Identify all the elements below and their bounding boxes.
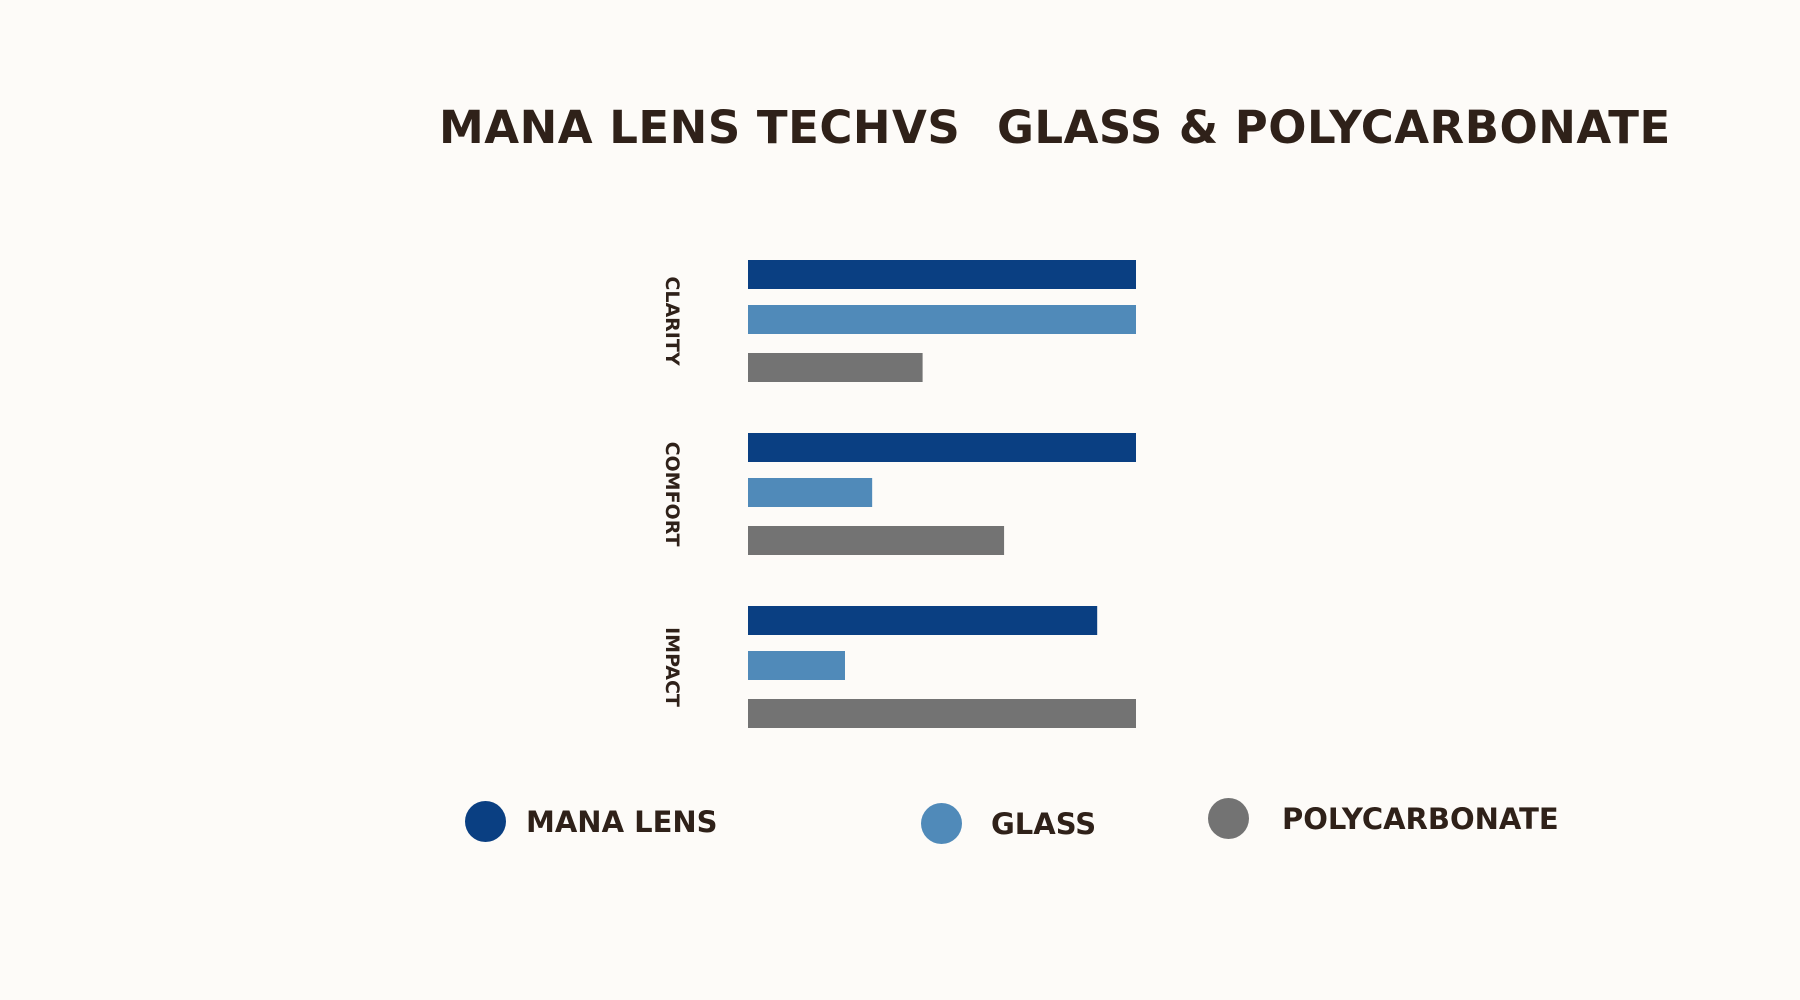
category-label-clarity: CLARITY [661, 276, 683, 365]
bar-clarity-glass [748, 305, 1136, 334]
category-label-impact: IMPACT [661, 627, 683, 707]
legend-item-polycarbonate: POLYCARBONATE [1208, 798, 1559, 839]
legend-label-glass: GLASS [991, 807, 1096, 841]
bar-clarity-mana-lens [748, 260, 1136, 289]
bar-comfort-glass [748, 478, 872, 507]
category-label-comfort: COMFORT [661, 442, 683, 547]
bar-impact-mana-lens [748, 606, 1097, 635]
legend-item-mana-lens: MANA LENS [465, 801, 718, 842]
bar-impact-polycarbonate [748, 699, 1136, 728]
bar-comfort-polycarbonate [748, 526, 1004, 555]
bar-impact-glass [748, 651, 845, 680]
legend-label-mana-lens: MANA LENS [526, 805, 718, 839]
legend-label-polycarbonate: POLYCARBONATE [1282, 802, 1559, 836]
bar-clarity-polycarbonate [748, 353, 923, 382]
legend-dot-polycarbonate [1208, 798, 1249, 839]
legend-dot-mana-lens [465, 801, 506, 842]
legend-dot-glass [921, 803, 962, 844]
bar-comfort-mana-lens [748, 433, 1136, 462]
legend-item-glass: GLASS [921, 803, 1096, 844]
